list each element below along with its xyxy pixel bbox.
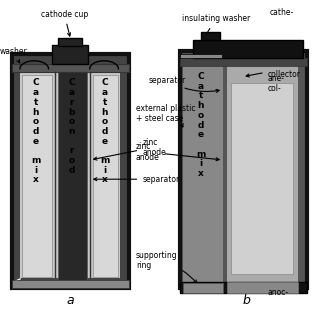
Bar xyxy=(227,282,299,293)
Text: zinc
anode: zinc anode xyxy=(136,142,219,162)
Bar xyxy=(231,83,293,274)
Bar xyxy=(227,66,299,283)
Bar xyxy=(193,40,302,58)
Text: anode
collector: anode collector xyxy=(246,59,300,78)
Bar xyxy=(58,38,82,46)
Text: cathode cup: cathode cup xyxy=(41,10,88,36)
Bar xyxy=(180,282,307,293)
Bar xyxy=(180,54,221,58)
Bar xyxy=(183,283,223,293)
Text: separator: separator xyxy=(148,76,219,92)
Text: C
a
r
b
o
n

r
o
d: C a r b o n r o d xyxy=(68,78,75,175)
Bar xyxy=(93,75,118,277)
Bar xyxy=(12,280,130,288)
Bar xyxy=(180,51,307,288)
Text: C
a
t
h
o
d
e

m
i
x: C a t h o d e m i x xyxy=(31,78,41,184)
Text: cathe-: cathe- xyxy=(269,8,293,17)
Text: washer: washer xyxy=(0,47,27,63)
Text: supporting
ring: supporting ring xyxy=(136,251,197,283)
Bar xyxy=(12,64,130,72)
Text: zinc
anode: zinc anode xyxy=(94,138,166,160)
Text: C
a
t
h
o
d
e

m
i
x: C a t h o d e m i x xyxy=(100,78,109,184)
Bar xyxy=(183,66,223,283)
Text: separator: separator xyxy=(94,175,180,184)
Text: anoc-: anoc- xyxy=(268,288,289,297)
Text: a: a xyxy=(67,294,75,307)
Bar xyxy=(20,70,120,278)
Text: b: b xyxy=(243,294,251,307)
Bar xyxy=(12,54,130,288)
Bar xyxy=(180,58,307,66)
Text: C
a
t
h
o
d
e

m
i
x: C a t h o d e m i x xyxy=(196,72,206,178)
Bar xyxy=(201,32,220,40)
Text: external plastic
+ steel case: external plastic + steel case xyxy=(136,104,195,127)
Bar xyxy=(58,72,87,280)
Bar xyxy=(21,75,52,277)
Bar xyxy=(52,45,88,64)
Text: ane-
col-: ane- col- xyxy=(268,74,284,93)
Bar xyxy=(223,66,227,283)
Text: insulating washer: insulating washer xyxy=(182,14,250,52)
